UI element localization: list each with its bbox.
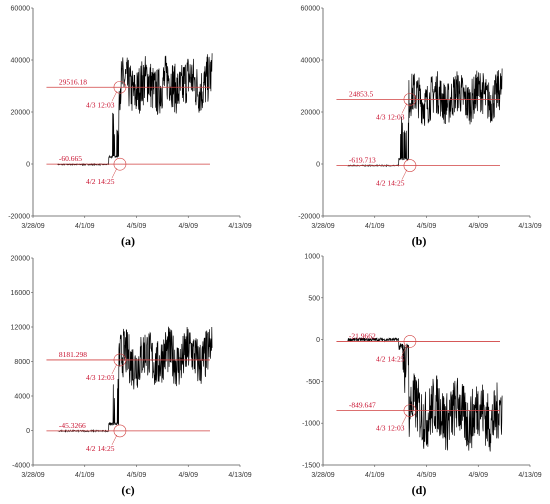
annotation-marker-b-0 (403, 93, 417, 106)
y-tick-label-d: -500 (306, 379, 320, 386)
y-tick-label-b: 60000 (301, 6, 321, 13)
y-tick-label-b: -20000 (298, 214, 320, 221)
y-tick-label-c: 16000 (11, 290, 31, 297)
annotation-label-b-0: 4/3 12:03 (376, 112, 405, 121)
x-tick-label-c: 4/13/09 (228, 472, 251, 479)
x-tick-label-d: 4/1/09 (365, 472, 385, 479)
annotation-marker-a-0 (113, 80, 127, 94)
reference-label-d-0: -21.9662 (349, 331, 376, 340)
panel-caption-d: (d) (412, 483, 427, 497)
annotation-leader-b-1 (401, 169, 408, 180)
annotation-label-a-1: 4/2 14:25 (86, 177, 115, 186)
annotation-label-a-0: 4/3 12:03 (86, 100, 115, 109)
y-tick-label-b: 20000 (301, 110, 321, 117)
y-tick-label-a: 20000 (11, 110, 31, 117)
annotation-marker-d-1 (403, 404, 417, 417)
y-tick-label-d: -1500 (302, 463, 320, 470)
y-tick-label-a: 40000 (11, 58, 31, 65)
x-tick-label-a: 3/28/09 (21, 223, 44, 230)
annotation-label-b-1: 4/2 14:25 (376, 179, 405, 188)
x-tick-label-c: 3/28/09 (21, 472, 44, 479)
y-tick-label-d: -1000 (302, 421, 320, 428)
y-tick-label-a: -20000 (8, 214, 30, 221)
annotation-label-c-0: 4/3 12:03 (86, 373, 115, 382)
annotation-leader-c-1 (111, 434, 118, 446)
x-tick-label-d: 4/13/09 (518, 472, 541, 479)
y-tick-label-a: 60000 (11, 6, 31, 13)
annotation-marker-c-0 (113, 353, 127, 367)
annotation-leader-d-0 (401, 345, 408, 356)
series-line-c (57, 326, 213, 433)
annotation-leader-d-1 (401, 414, 408, 425)
reference-label-c-1: -45.3266 (59, 421, 86, 430)
panel-caption-b: (b) (412, 234, 427, 248)
reference-label-b-1: -619.713 (349, 156, 376, 165)
x-tick-label-d: 4/5/09 (417, 472, 437, 479)
y-tick-label-c: 20000 (11, 256, 31, 263)
annotation-marker-a-1 (113, 157, 127, 171)
x-tick-label-b: 4/1/09 (365, 223, 385, 230)
reference-label-b-0: 24853.5 (349, 89, 374, 98)
y-tick-label-b: 0 (316, 162, 320, 169)
series-line-a (57, 53, 213, 167)
panel-caption-a: (a) (121, 234, 135, 248)
x-tick-label-c: 4/5/09 (127, 472, 147, 479)
panel-caption-c: (c) (121, 483, 134, 497)
annotation-leader-b-0 (401, 103, 408, 114)
y-tick-label-d: 500 (308, 295, 320, 302)
x-tick-label-b: 4/9/09 (469, 223, 489, 230)
reference-label-a-1: -60.665 (59, 154, 82, 163)
x-tick-label-a: 4/5/09 (127, 223, 147, 230)
x-tick-label-a: 4/9/09 (179, 223, 199, 230)
series-line-b (347, 68, 503, 168)
y-tick-label-c: 0 (26, 428, 30, 435)
annotation-label-d-0: 4/2 14:25 (376, 354, 405, 363)
reference-label-c-0: 8181.298 (59, 350, 87, 359)
reference-label-a-0: 29516.18 (59, 77, 87, 86)
x-tick-label-b: 4/5/09 (417, 223, 437, 230)
reference-label-d-1: -849.647 (349, 401, 376, 410)
annotation-leader-a-0 (111, 91, 118, 102)
y-tick-label-c: 4000 (14, 394, 30, 401)
y-tick-label-b: 40000 (301, 58, 321, 65)
annotation-marker-c-1 (113, 424, 127, 438)
x-tick-label-a: 4/1/09 (75, 223, 95, 230)
annotation-leader-a-1 (111, 168, 118, 179)
x-tick-label-b: 4/13/09 (518, 223, 541, 230)
x-tick-label-d: 3/28/09 (311, 472, 334, 479)
y-tick-label-c: 8000 (14, 359, 30, 366)
x-tick-label-c: 4/1/09 (75, 472, 95, 479)
x-tick-label-a: 4/13/09 (228, 223, 251, 230)
annotation-leader-c-0 (111, 363, 118, 375)
x-tick-label-b: 3/28/09 (311, 223, 334, 230)
y-tick-label-d: 0 (316, 337, 320, 344)
x-tick-label-d: 4/9/09 (469, 472, 489, 479)
series-line-d (347, 336, 503, 452)
annotation-marker-b-1 (403, 159, 417, 172)
annotation-label-c-1: 4/2 14:25 (86, 444, 115, 453)
y-tick-label-a: 0 (26, 162, 30, 169)
y-tick-label-c: 12000 (11, 325, 31, 332)
annotation-marker-d-0 (403, 335, 417, 348)
annotation-label-d-1: 4/3 12:03 (376, 424, 405, 433)
y-tick-label-d: 1000 (304, 254, 320, 261)
y-tick-label-c: -4000 (12, 463, 30, 470)
x-tick-label-c: 4/9/09 (179, 472, 199, 479)
